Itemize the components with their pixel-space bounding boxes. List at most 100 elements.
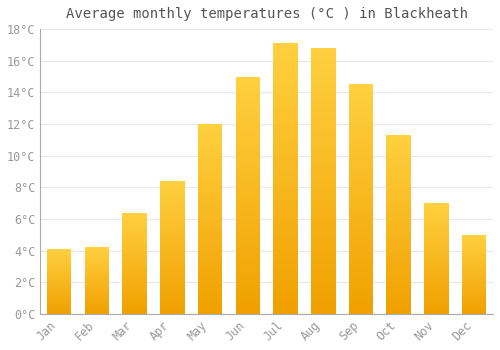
Bar [274, 170, 298, 173]
Bar [274, 106, 298, 108]
Bar [348, 126, 374, 128]
Bar [198, 249, 222, 251]
Bar [311, 88, 336, 91]
Bar [424, 273, 448, 274]
Bar [386, 169, 411, 171]
Bar [160, 293, 184, 294]
Bar [311, 56, 336, 59]
Bar [386, 178, 411, 180]
Bar [424, 220, 448, 221]
Bar [424, 235, 448, 236]
Bar [424, 254, 448, 255]
Bar [122, 235, 147, 236]
Bar [198, 145, 222, 147]
Bar [274, 116, 298, 119]
Bar [274, 276, 298, 279]
Bar [424, 293, 448, 294]
Bar [198, 306, 222, 308]
Bar [424, 226, 448, 228]
Bar [236, 143, 260, 145]
Bar [122, 278, 147, 279]
Bar [311, 91, 336, 93]
Bar [348, 261, 374, 264]
Bar [160, 249, 184, 250]
Bar [424, 257, 448, 259]
Bar [122, 244, 147, 245]
Bar [236, 205, 260, 207]
Bar [424, 306, 448, 307]
Bar [47, 292, 72, 293]
Bar [198, 234, 222, 236]
Bar [160, 296, 184, 298]
Bar [386, 185, 411, 187]
Bar [160, 190, 184, 191]
Bar [462, 280, 486, 281]
Bar [198, 265, 222, 266]
Bar [198, 130, 222, 132]
Bar [348, 312, 374, 314]
Bar [424, 263, 448, 264]
Bar [274, 176, 298, 178]
Bar [198, 293, 222, 295]
Bar [424, 307, 448, 308]
Bar [274, 233, 298, 236]
Bar [348, 282, 374, 284]
Bar [348, 181, 374, 183]
Bar [160, 275, 184, 276]
Bar [311, 226, 336, 229]
Bar [47, 267, 72, 268]
Bar [274, 54, 298, 57]
Bar [236, 190, 260, 193]
Bar [236, 254, 260, 257]
Bar [122, 312, 147, 313]
Bar [160, 218, 184, 219]
Bar [198, 141, 222, 143]
Bar [160, 267, 184, 269]
Bar [47, 274, 72, 275]
Bar [386, 219, 411, 221]
Bar [311, 149, 336, 152]
Bar [47, 303, 72, 304]
Bar [198, 297, 222, 299]
Bar [424, 271, 448, 272]
Bar [462, 262, 486, 263]
Bar [462, 296, 486, 297]
Bar [198, 266, 222, 268]
Bar [424, 275, 448, 276]
Bar [84, 253, 109, 254]
Bar [386, 198, 411, 199]
Bar [274, 57, 298, 60]
Bar [160, 256, 184, 257]
Bar [386, 180, 411, 182]
Bar [424, 245, 448, 246]
Bar [386, 217, 411, 219]
Bar [198, 209, 222, 211]
Bar [311, 139, 336, 141]
Bar [274, 95, 298, 97]
Bar [236, 133, 260, 136]
Bar [311, 221, 336, 224]
Bar [122, 221, 147, 222]
Bar [160, 186, 184, 188]
Bar [311, 266, 336, 269]
Bar [274, 295, 298, 298]
Bar [386, 187, 411, 189]
Bar [198, 143, 222, 145]
Bar [424, 309, 448, 310]
Bar [311, 210, 336, 213]
Bar [386, 208, 411, 210]
Bar [386, 167, 411, 169]
Bar [274, 265, 298, 268]
Bar [424, 295, 448, 296]
Bar [462, 310, 486, 311]
Bar [311, 287, 336, 290]
Bar [386, 257, 411, 258]
Bar [84, 306, 109, 307]
Bar [348, 84, 374, 87]
Bar [236, 221, 260, 224]
Bar [47, 296, 72, 297]
Bar [122, 232, 147, 233]
Bar [198, 213, 222, 215]
Bar [236, 226, 260, 229]
Bar [236, 224, 260, 226]
